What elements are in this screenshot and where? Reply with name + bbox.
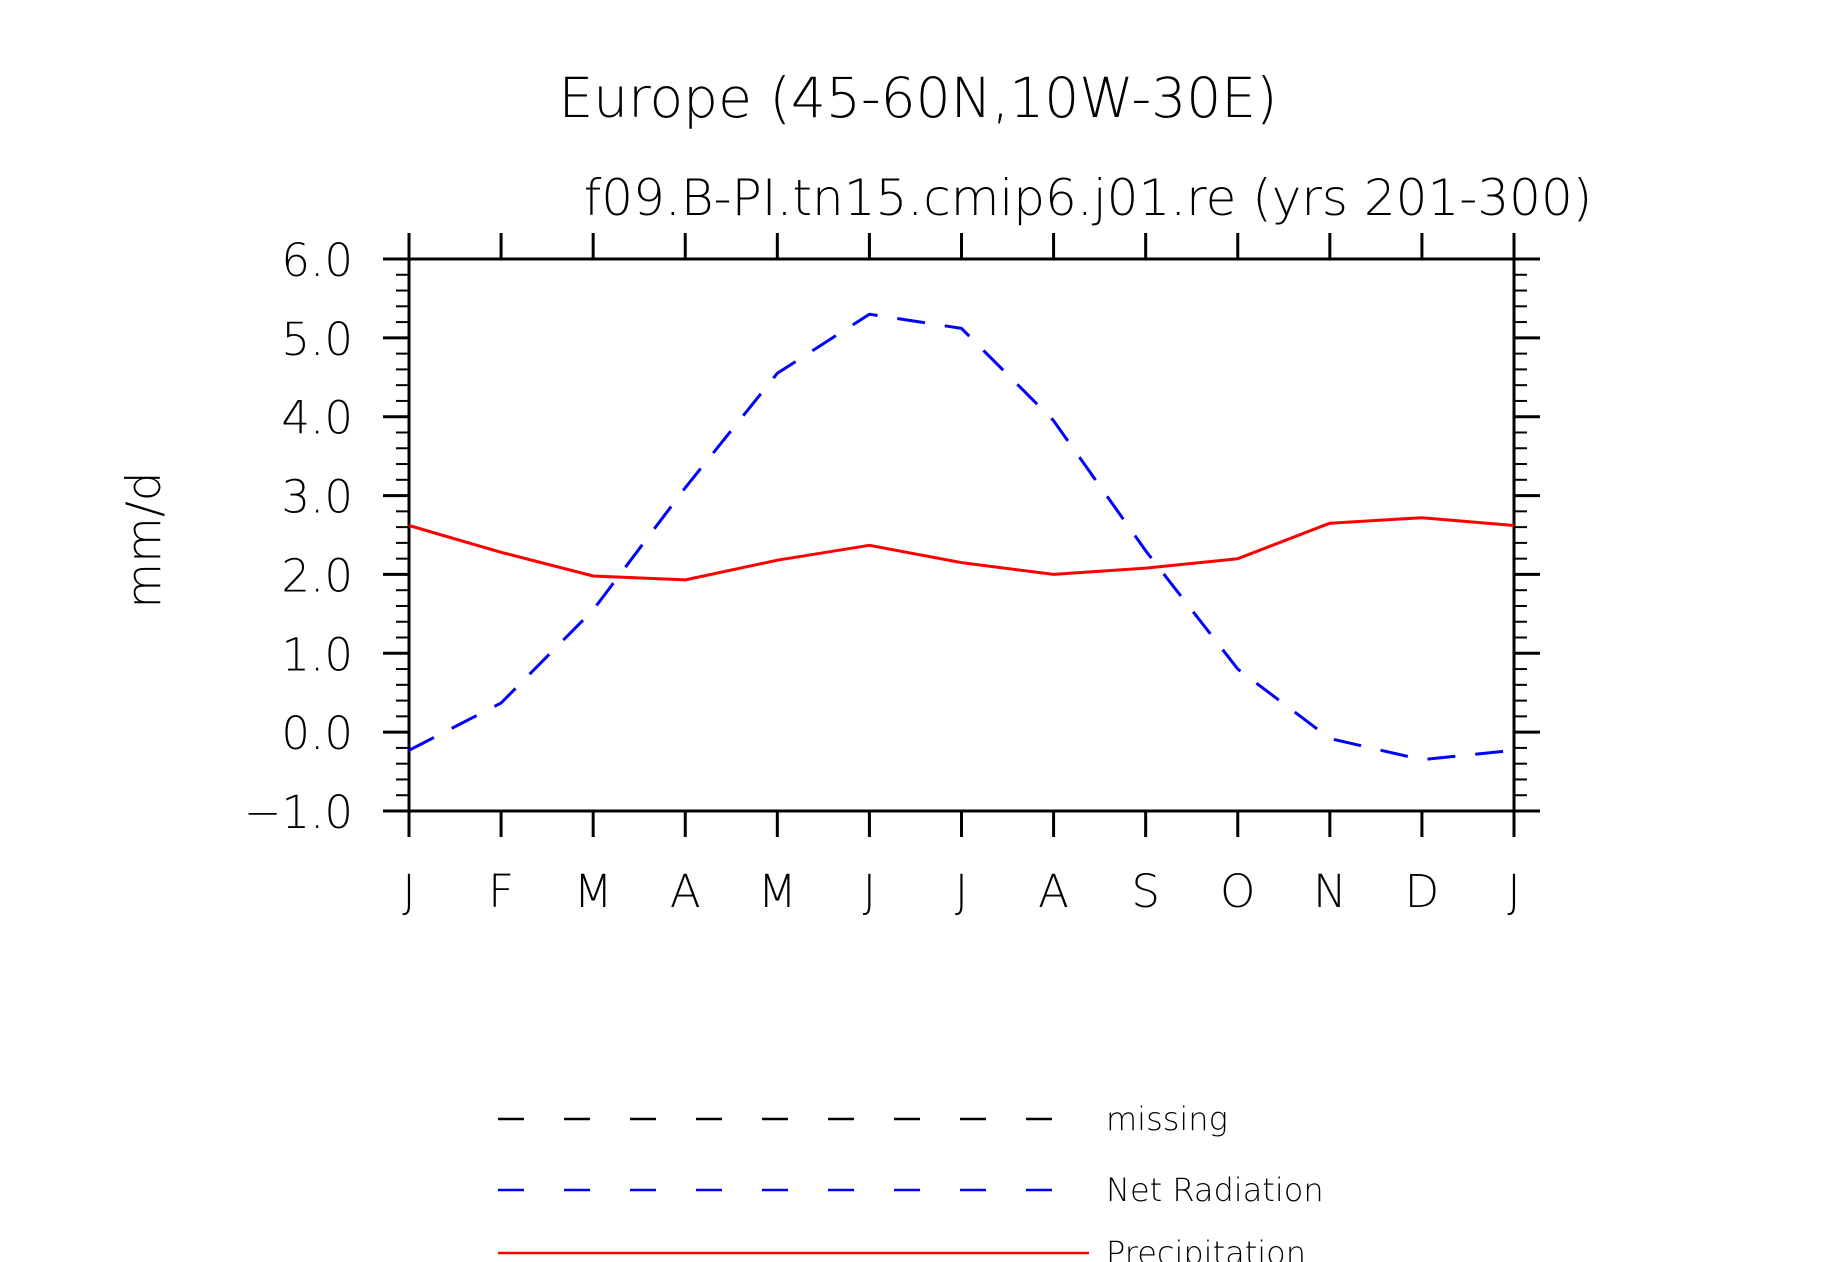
chart-subtitle: f09.B-PI.tn15.cmip6.j01.re (yrs 201-300) <box>584 169 1593 227</box>
y-axis-label: mm/d <box>117 471 172 608</box>
x-tick-label: M <box>574 865 613 918</box>
x-tick-label: J <box>955 865 968 918</box>
legend-label-precipitation: Precipitation <box>1106 1234 1306 1262</box>
y-tick-label: −1.0 <box>244 786 353 839</box>
x-tick-label: J <box>402 865 415 918</box>
x-tick-label: M <box>758 865 797 918</box>
y-tick-label: 6.0 <box>281 234 353 287</box>
chart-title: Europe (45-60N,10W-30E) <box>559 66 1278 130</box>
x-tick-label: A <box>1038 865 1069 918</box>
y-tick-label: 5.0 <box>281 313 353 366</box>
legend: missing Net Radiation Precipitation <box>498 1100 1324 1262</box>
plot-frame <box>407 257 1516 813</box>
x-tick-label: J <box>863 865 876 918</box>
x-tick-label: D <box>1405 865 1440 918</box>
y-tick-label: 0.0 <box>281 707 353 760</box>
x-tick-label: S <box>1131 865 1160 918</box>
legend-label-missing: missing <box>1106 1100 1228 1138</box>
series-line-net-radiation <box>408 312 1515 762</box>
y-tick-label: 2.0 <box>281 549 353 602</box>
y-tick-label: 4.0 <box>281 392 353 445</box>
legend-label-net-radiation: Net Radiation <box>1106 1171 1324 1209</box>
y-tick-label: 3.0 <box>281 471 353 524</box>
x-tick-label: A <box>670 865 701 918</box>
y-tick-label: 1.0 <box>281 628 353 681</box>
series-line-precipitation <box>408 516 1515 582</box>
x-tick-label: N <box>1313 865 1347 918</box>
series-lines <box>408 312 1515 762</box>
tick-labels: −1.0 0.0 1.0 2.0 3.0 4.0 5.0 6.0 J F M A M J J A S O N D J <box>244 234 1521 918</box>
axis-ticks <box>383 233 1540 837</box>
x-tick-label: F <box>488 865 514 918</box>
x-tick-label: O <box>1220 865 1255 918</box>
x-tick-label: J <box>1507 865 1520 918</box>
